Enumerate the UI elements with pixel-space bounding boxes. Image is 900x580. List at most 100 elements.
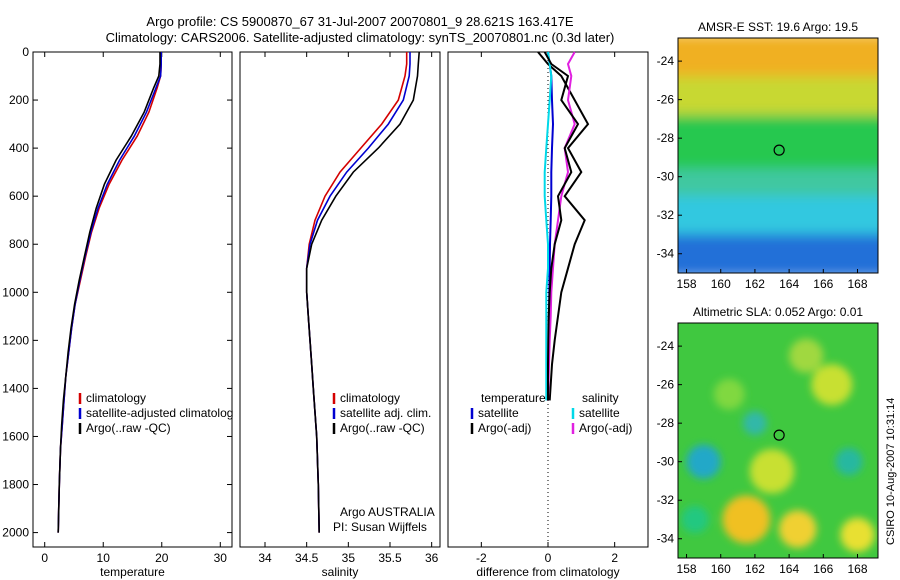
sla-blob (722, 495, 771, 544)
x-tick-label: 35.5 (378, 551, 402, 565)
attribution-line-2: PI: Susan Wijffels (333, 520, 427, 534)
x-tick-label: 36 (425, 551, 439, 565)
y-tick-label: 1600 (2, 429, 29, 443)
y-tick-label: 800 (9, 237, 29, 251)
sla-blob (789, 338, 824, 373)
y-tick-label: 1800 (2, 478, 29, 492)
sla-blob (840, 517, 875, 552)
legend-label: satellite adj. clim. (340, 406, 431, 420)
sst-band (678, 234, 878, 273)
map-x-tick-label: 160 (711, 277, 731, 291)
map-y-tick-label: -26 (657, 93, 675, 107)
argo-float-marker (773, 144, 785, 156)
sla-blob (835, 448, 863, 476)
sla-blob (742, 411, 767, 436)
y-tick-label: 2000 (2, 526, 29, 540)
legend-label: satellite (478, 406, 519, 420)
x-tick-label: 35 (342, 551, 356, 565)
legend-label: Argo(..raw -QC) (86, 421, 171, 435)
y-tick-label: 1400 (2, 381, 29, 395)
legend-heading: temperature (481, 391, 546, 405)
map-y-tick-label: -26 (657, 378, 675, 392)
argo-float-marker (773, 429, 785, 441)
credit-text: CSIRO 10-Aug-2007 10:31:14 (885, 398, 897, 545)
x-tick-label: 34.5 (295, 551, 319, 565)
salinity-profile-panel: 34 34.5 35 35.5 36 salinity climatologysatelli… (239, 51, 441, 579)
map-y-tick-label: -32 (657, 208, 675, 222)
header-line-2: Climatology: CARS2006. Satellite-adjuste… (106, 30, 615, 45)
map-y-tick-label: -30 (657, 455, 675, 469)
map-y-tick-label: -28 (657, 416, 675, 430)
map-x-tick-label: 168 (847, 277, 867, 291)
x-tick-label: 20 (155, 551, 169, 565)
sla-blob (681, 505, 709, 534)
sla-blob (749, 449, 795, 494)
series-line (537, 51, 590, 401)
map-y-tick-label: -32 (657, 493, 675, 507)
legend-label: Argo(..raw -QC) (340, 421, 425, 435)
sla-blob (713, 378, 745, 410)
map-x-tick-label: 160 (711, 562, 731, 576)
map-y-tick-label: -24 (657, 339, 675, 353)
legend-heading: salinity (582, 391, 619, 405)
x-tick-label: 30 (214, 551, 228, 565)
map-x-tick-label: 162 (745, 562, 765, 576)
map-frame (677, 37, 879, 274)
map-y-tick-label: -30 (657, 170, 675, 184)
x-axis-label: difference from climatology (476, 565, 619, 579)
map-y-tick-label: -28 (657, 131, 675, 145)
series-line (543, 51, 553, 401)
sla-blob (686, 444, 721, 479)
sla-blob (778, 510, 817, 548)
legend-label: satellite-adjusted climatolog (86, 406, 233, 420)
y-tick-label: 0 (22, 45, 29, 59)
y-tick-label: 1000 (2, 285, 29, 299)
legend-label: climatology (340, 391, 400, 405)
sst-map-panel: 158 160 162 164 166 168 -24 -26 -28 -30 -32 -34 AMSR… (657, 20, 879, 291)
x-tick-label: 2 (611, 551, 618, 565)
series-line (305, 51, 420, 533)
plot-frame (239, 51, 441, 548)
map-title: Altimetric SLA: 0.052 Argo: 0.01 (693, 305, 863, 319)
legend-label: satellite (579, 406, 620, 420)
map-x-tick-label: 166 (813, 277, 833, 291)
x-tick-label: 10 (97, 551, 111, 565)
map-x-tick-label: 158 (677, 277, 697, 291)
x-tick-label: 0 (545, 551, 552, 565)
map-field (678, 38, 878, 273)
series-line (57, 52, 161, 533)
x-axis-label: temperature (100, 565, 165, 579)
y-tick-label: 1200 (2, 333, 29, 347)
y-tick-label: 600 (9, 189, 29, 203)
map-y-tick-label: -24 (657, 54, 675, 68)
x-tick-label: 34 (258, 551, 272, 565)
sla-blob (811, 364, 853, 406)
x-tick-label: -2 (476, 551, 487, 565)
map-y-tick-label: -34 (657, 532, 675, 546)
sst-band (678, 114, 878, 177)
map-x-tick-label: 164 (779, 277, 799, 291)
sst-bands (678, 38, 878, 273)
legend-label: Argo(-adj) (478, 421, 531, 435)
y-tick-label: 400 (9, 141, 29, 155)
map-y-tick-label: -34 (657, 247, 675, 261)
legend-label: Argo(-adj) (579, 421, 632, 435)
series-line (543, 51, 580, 401)
map-x-tick-label: 158 (677, 562, 697, 576)
temperature-profile-panel: 0 10 20 30 0 200 400 600 800 1000 1200 1400 1600 1800… (2, 45, 233, 579)
map-title: AMSR-E SST: 19.6 Argo: 19.5 (698, 20, 858, 34)
map-frame (677, 322, 879, 559)
map-x-tick-label: 164 (779, 562, 799, 576)
attribution-line-1: Argo AUSTRALIA (340, 505, 435, 519)
sla-blobs (681, 338, 875, 552)
y-tick-label: 200 (9, 93, 29, 107)
x-axis-label: salinity (322, 565, 359, 579)
map-x-tick-label: 168 (847, 562, 867, 576)
x-tick-label: 0 (41, 551, 48, 565)
plot-frame (32, 51, 233, 548)
header-line-1: Argo profile: CS 5900870_67 31-Jul-2007 … (146, 14, 574, 29)
map-x-tick-label: 162 (745, 277, 765, 291)
sla-map-panel: 158 160 162 164 166 168 -24 -26 -28 -30 -32 -34 Alti… (657, 305, 879, 576)
